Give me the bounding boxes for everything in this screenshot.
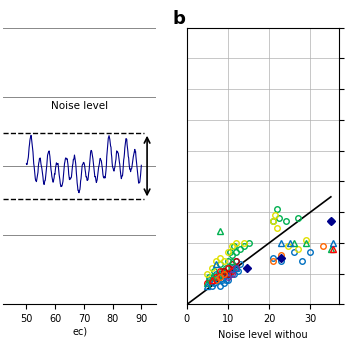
X-axis label: ec): ec) [72, 327, 87, 337]
Text: b: b [173, 10, 186, 28]
X-axis label: Noise level withou: Noise level withou [218, 330, 308, 340]
Text: Noise level: Noise level [51, 101, 108, 111]
